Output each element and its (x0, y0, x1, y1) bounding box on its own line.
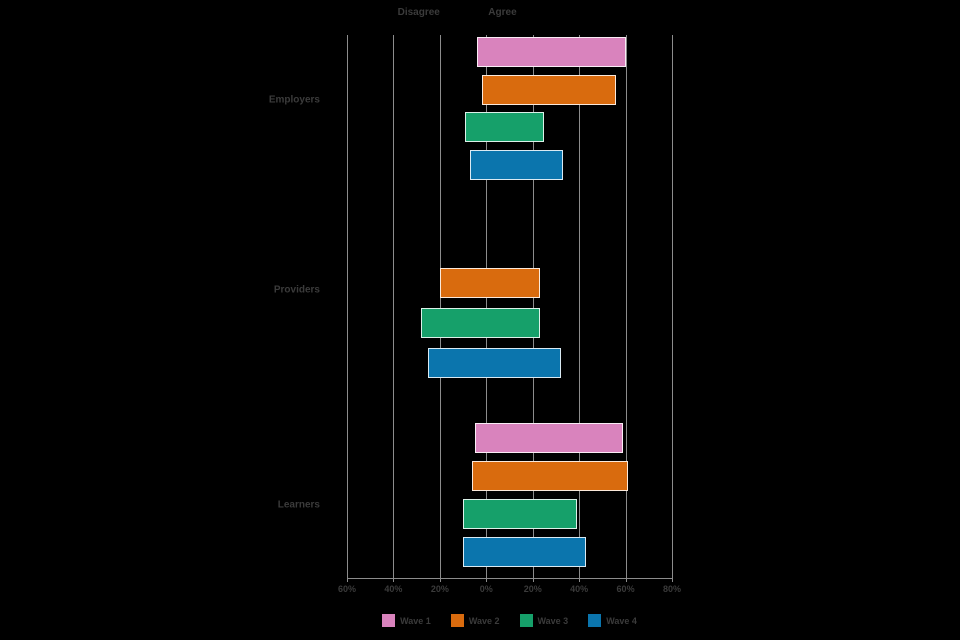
gridline (672, 35, 673, 578)
legend-item-wave-3: Wave 3 (519, 614, 569, 627)
axis-tick (486, 578, 488, 582)
bar-employers-wave-3 (465, 112, 545, 142)
legend-label: Wave 1 (400, 615, 431, 626)
bar-providers-wave-3 (421, 308, 540, 338)
category-label-learners: Learners (277, 499, 320, 511)
axis-tick (439, 578, 441, 582)
axis-tick (532, 578, 534, 582)
x-axis: 60% 40% 20% 0% 20% 40% 60% 80% (338, 578, 681, 600)
axis-label-disagree: Disagree (397, 7, 440, 18)
bar-employers-wave-1 (477, 37, 626, 67)
gridline (486, 35, 488, 578)
axis-tick-label: 80% (662, 584, 682, 594)
bar-employers-wave-2 (481, 75, 617, 105)
legend-label: Wave 2 (468, 615, 500, 626)
bar-providers-wave-4 (428, 348, 561, 378)
legend-swatch-icon (450, 614, 464, 627)
legend: Wave 1 Wave 2 Wave 3 Wave 4 (347, 614, 672, 627)
axis-tick-label: 20% (430, 584, 449, 594)
gridline (439, 35, 441, 578)
category-label-providers: Providers (273, 284, 320, 296)
legend-swatch-icon (382, 614, 396, 627)
bar-learners-wave-4 (463, 537, 587, 567)
legend-item-wave-2: Wave 2 (450, 614, 500, 627)
axis-tick-label: 0% (479, 584, 493, 594)
bar-providers-wave-2 (439, 268, 540, 298)
axis-tick (347, 578, 348, 582)
axis-tick (672, 578, 673, 582)
gridline (625, 35, 627, 578)
gridline (532, 35, 534, 578)
axis-label-agree: Agree (488, 7, 517, 18)
legend-label: Wave 4 (606, 615, 637, 626)
legend-swatch-icon (519, 614, 533, 627)
bar-learners-wave-2 (472, 461, 628, 491)
gridline (579, 35, 581, 578)
bar-learners-wave-3 (463, 499, 577, 529)
axis-tick-label: 40% (570, 584, 589, 594)
axis-tick-label: 20% (523, 584, 542, 594)
axis-tick (625, 578, 627, 582)
plot-area (347, 35, 673, 579)
bar-learners-wave-1 (474, 423, 624, 453)
bar-employers-wave-4 (470, 150, 563, 180)
category-label-employers: Employers (268, 94, 320, 106)
axis-tick-label: 40% (384, 584, 403, 594)
gridline (347, 35, 348, 578)
legend-item-wave-1: Wave 1 (382, 614, 431, 627)
axis-tick (393, 578, 395, 582)
axis-tick (579, 578, 581, 582)
legend-label: Wave 3 (537, 615, 569, 626)
axis-tick-label: 60% (337, 584, 357, 594)
axis-tick-label: 60% (616, 584, 635, 594)
gridline (393, 35, 395, 578)
legend-item-wave-4: Wave 4 (588, 614, 637, 627)
legend-swatch-icon (588, 614, 602, 627)
